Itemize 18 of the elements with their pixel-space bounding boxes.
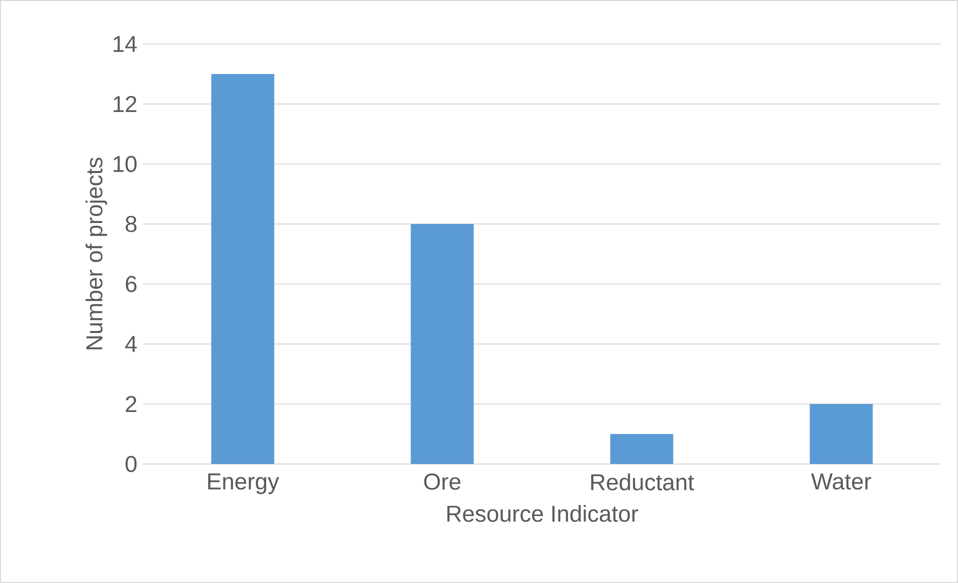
- y-tick-label: 4: [125, 336, 137, 352]
- y-tick-label: 6: [126, 276, 136, 292]
- y-tick-label: 10: [114, 156, 137, 172]
- bar: [211, 74, 274, 464]
- y-tick-label: 0: [126, 456, 137, 472]
- y-tick-label: 14: [114, 36, 137, 52]
- bar: [410, 224, 474, 464]
- x-tick-label: Ore: [424, 474, 460, 490]
- x-axis-title: Resource Indicator: [447, 504, 638, 522]
- x-tick-label: Water: [811, 474, 872, 490]
- x-tick-label: Energy: [208, 474, 280, 494]
- y-axis-title: Number of projects: [86, 158, 108, 350]
- y-tick-label: 2: [126, 396, 136, 412]
- y-tick-label: 12: [114, 96, 136, 112]
- bar: [810, 404, 873, 464]
- x-tick-label: Reductant: [591, 474, 694, 490]
- y-tick-label: 8: [126, 216, 136, 232]
- bar: [610, 434, 674, 464]
